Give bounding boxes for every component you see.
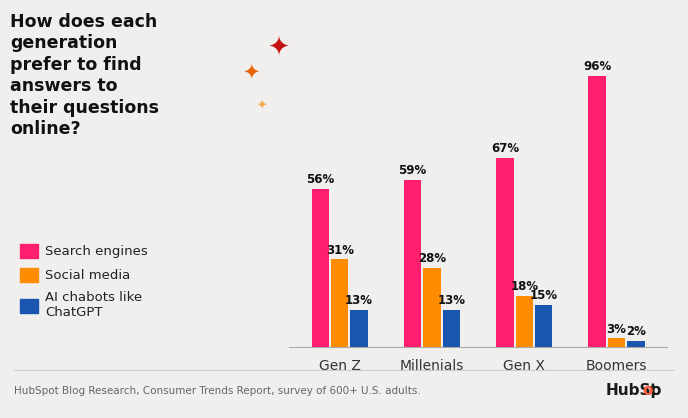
- Text: 28%: 28%: [418, 252, 446, 265]
- Bar: [627, 341, 645, 347]
- Text: 56%: 56%: [306, 173, 334, 186]
- Text: 13%: 13%: [438, 294, 465, 307]
- Text: 67%: 67%: [491, 142, 519, 155]
- Text: ✦: ✦: [256, 100, 267, 113]
- Text: 59%: 59%: [398, 164, 427, 177]
- Text: 18%: 18%: [510, 280, 539, 293]
- Legend: Search engines, Social media, AI chabots like
ChatGPT: Search engines, Social media, AI chabots…: [21, 244, 148, 319]
- Bar: [350, 310, 368, 347]
- Bar: [588, 76, 606, 347]
- Text: ✦: ✦: [268, 35, 290, 61]
- Text: 15%: 15%: [530, 289, 558, 302]
- Bar: [442, 310, 460, 347]
- Text: How does each
generation
prefer to find
answers to
their questions
online?: How does each generation prefer to find …: [10, 13, 160, 138]
- Bar: [496, 158, 514, 347]
- Bar: [404, 180, 421, 347]
- Text: 3%: 3%: [607, 323, 627, 336]
- Text: o: o: [643, 383, 653, 398]
- Text: 96%: 96%: [583, 60, 612, 73]
- Bar: [608, 339, 625, 347]
- Text: 2%: 2%: [626, 326, 646, 339]
- Bar: [423, 268, 441, 347]
- Bar: [312, 189, 329, 347]
- Text: 13%: 13%: [345, 294, 373, 307]
- Text: ✦: ✦: [242, 63, 260, 83]
- Bar: [331, 259, 349, 347]
- Text: t: t: [650, 383, 658, 398]
- Bar: [515, 296, 533, 347]
- Text: 31%: 31%: [325, 244, 354, 257]
- Text: HubSp: HubSp: [605, 383, 662, 398]
- Bar: [535, 305, 552, 347]
- Text: HubSpot Blog Research, Consumer Trends Report, survey of 600+ U.S. adults.: HubSpot Blog Research, Consumer Trends R…: [14, 386, 420, 396]
